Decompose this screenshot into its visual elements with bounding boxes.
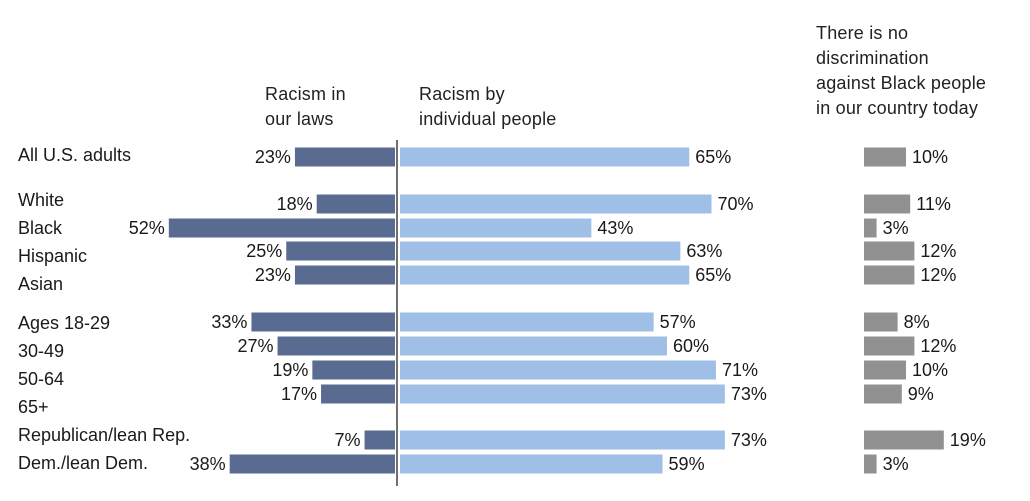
bar-laws-black	[168, 218, 395, 238]
bar-individual-black	[400, 218, 592, 238]
bar-nodisc-ages-18-29	[864, 312, 898, 332]
header-laws-line1: Racism in	[265, 84, 346, 104]
value-individual-dem-lean-dem: 59%	[669, 454, 705, 474]
header-nodisc-line2: discrimination	[816, 48, 929, 68]
bar-laws-50-64	[312, 360, 395, 380]
bar-laws-65	[321, 384, 395, 404]
value-laws-ages-18-29: 33%	[211, 312, 247, 332]
bar-laws-ages-18-29	[251, 312, 395, 332]
bar-laws-republican-lean-rep	[364, 430, 395, 450]
bar-nodisc-30-49	[864, 336, 915, 356]
header-individual-line1: Racism by	[419, 84, 505, 104]
bar-individual-asian	[400, 265, 690, 285]
bar-nodisc-hispanic	[864, 241, 915, 261]
value-laws-dem-lean-dem: 38%	[190, 454, 226, 474]
value-nodisc-hispanic: 12%	[920, 241, 956, 261]
category-label-republican-lean-rep: Republican/lean Rep.	[18, 425, 190, 445]
value-individual-all-u-s-adults: 65%	[695, 147, 731, 167]
bar-laws-30-49	[277, 336, 395, 356]
value-laws-black: 52%	[129, 218, 165, 238]
header-nodisc-line3: against Black people	[816, 73, 987, 93]
value-nodisc-ages-18-29: 8%	[904, 312, 930, 332]
value-nodisc-asian: 12%	[920, 265, 956, 285]
bar-individual-hispanic	[400, 241, 681, 261]
header-laws-line2: our laws	[265, 109, 334, 129]
value-laws-30-49: 27%	[238, 336, 274, 356]
bar-individual-50-64	[400, 360, 716, 380]
value-individual-50-64: 71%	[722, 360, 758, 380]
category-label-50-64: 50-64	[18, 369, 64, 389]
value-individual-white: 70%	[718, 194, 754, 214]
value-individual-asian: 65%	[695, 265, 731, 285]
bar-laws-white	[316, 194, 395, 214]
category-label-hispanic: Hispanic	[18, 246, 87, 266]
bar-nodisc-black	[864, 218, 877, 238]
value-nodisc-black: 3%	[883, 218, 909, 238]
value-individual-republican-lean-rep: 73%	[731, 430, 767, 450]
header-nodisc-line4: in our country today	[816, 98, 979, 118]
bar-nodisc-asian	[864, 265, 915, 285]
bar-individual-all-u-s-adults	[400, 147, 690, 167]
category-label-asian: Asian	[18, 274, 63, 294]
bar-laws-all-u-s-adults	[294, 147, 395, 167]
value-laws-all-u-s-adults: 23%	[255, 147, 291, 167]
bar-individual-30-49	[400, 336, 667, 356]
header-nodisc-line1: There is no	[816, 23, 909, 43]
value-laws-asian: 23%	[255, 265, 291, 285]
value-nodisc-dem-lean-dem: 3%	[883, 454, 909, 474]
value-nodisc-all-u-s-adults: 10%	[912, 147, 948, 167]
bar-laws-asian	[294, 265, 395, 285]
value-nodisc-30-49: 12%	[920, 336, 956, 356]
bar-individual-republican-lean-rep	[400, 430, 725, 450]
value-laws-65: 17%	[281, 384, 317, 404]
category-label-dem-lean-dem: Dem./lean Dem.	[18, 453, 148, 473]
value-laws-republican-lean-rep: 7%	[335, 430, 361, 450]
value-nodisc-republican-lean-rep: 19%	[950, 430, 986, 450]
value-individual-ages-18-29: 57%	[660, 312, 696, 332]
value-laws-50-64: 19%	[272, 360, 308, 380]
header-racism-by-individual-people: Racism by individual people	[419, 82, 619, 132]
category-label-30-49: 30-49	[18, 341, 64, 361]
value-nodisc-65: 9%	[908, 384, 934, 404]
header-individual-line2: individual people	[419, 109, 557, 129]
value-individual-65: 73%	[731, 384, 767, 404]
header-racism-in-our-laws: Racism in our laws	[265, 82, 405, 132]
value-individual-black: 43%	[597, 218, 633, 238]
value-nodisc-50-64: 10%	[912, 360, 948, 380]
bar-nodisc-all-u-s-adults	[864, 147, 906, 167]
bar-nodisc-white	[864, 194, 911, 214]
bar-laws-dem-lean-dem	[229, 454, 395, 474]
category-label-65: 65+	[18, 397, 49, 417]
bar-individual-ages-18-29	[400, 312, 654, 332]
bar-individual-dem-lean-dem	[400, 454, 663, 474]
value-individual-hispanic: 63%	[686, 241, 722, 261]
value-laws-hispanic: 25%	[246, 241, 282, 261]
category-label-white: White	[18, 190, 64, 210]
category-label-black: Black	[18, 218, 63, 238]
bar-nodisc-50-64	[864, 360, 906, 380]
value-nodisc-white: 11%	[916, 194, 951, 214]
bar-individual-white	[400, 194, 712, 214]
bar-nodisc-dem-lean-dem	[864, 454, 877, 474]
value-laws-white: 18%	[277, 194, 313, 214]
bar-individual-65	[400, 384, 725, 404]
bar-nodisc-republican-lean-rep	[864, 430, 944, 450]
bar-laws-hispanic	[286, 241, 395, 261]
value-individual-30-49: 60%	[673, 336, 709, 356]
category-label-all-u-s-adults: All U.S. adults	[18, 145, 131, 165]
bar-nodisc-65	[864, 384, 902, 404]
header-no-discrimination: There is no discrimination against Black…	[816, 21, 1026, 121]
category-label-ages-18-29: Ages 18-29	[18, 313, 110, 333]
